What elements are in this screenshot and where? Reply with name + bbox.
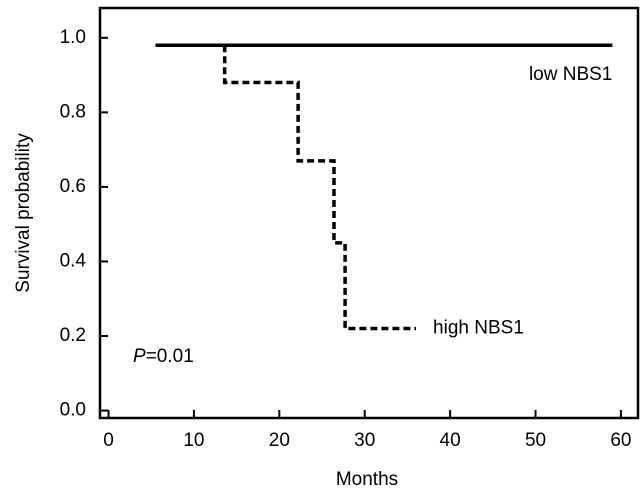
series-label: high NBS1 xyxy=(433,318,524,339)
y-tick-label: 0.6 xyxy=(60,176,86,197)
x-tick-label: 0 xyxy=(103,430,114,451)
x-tick-label: 20 xyxy=(269,430,290,451)
survival-curve xyxy=(222,45,416,331)
x-axis-label: Months xyxy=(336,469,398,490)
y-tick-label: 1.0 xyxy=(60,27,86,48)
y-tick-label: 0.2 xyxy=(60,325,86,346)
plot-frame xyxy=(98,6,640,420)
p-value: P=0.01 xyxy=(133,346,194,367)
p-number: =0.01 xyxy=(146,346,194,367)
series-label: low NBS1 xyxy=(529,64,612,85)
p-symbol: P xyxy=(133,346,146,367)
y-tick-label: 0.0 xyxy=(60,400,86,421)
x-tick-label: 60 xyxy=(610,430,631,451)
x-tick-label: 10 xyxy=(183,430,204,451)
y-tick-label: 0.8 xyxy=(60,101,86,122)
x-tick-label: 50 xyxy=(525,430,546,451)
x-tick-label: 40 xyxy=(440,430,461,451)
x-tick-label: 30 xyxy=(354,430,375,451)
y-tick-label: 0.4 xyxy=(60,250,87,271)
y-axis-label: Survival probability xyxy=(13,133,34,293)
